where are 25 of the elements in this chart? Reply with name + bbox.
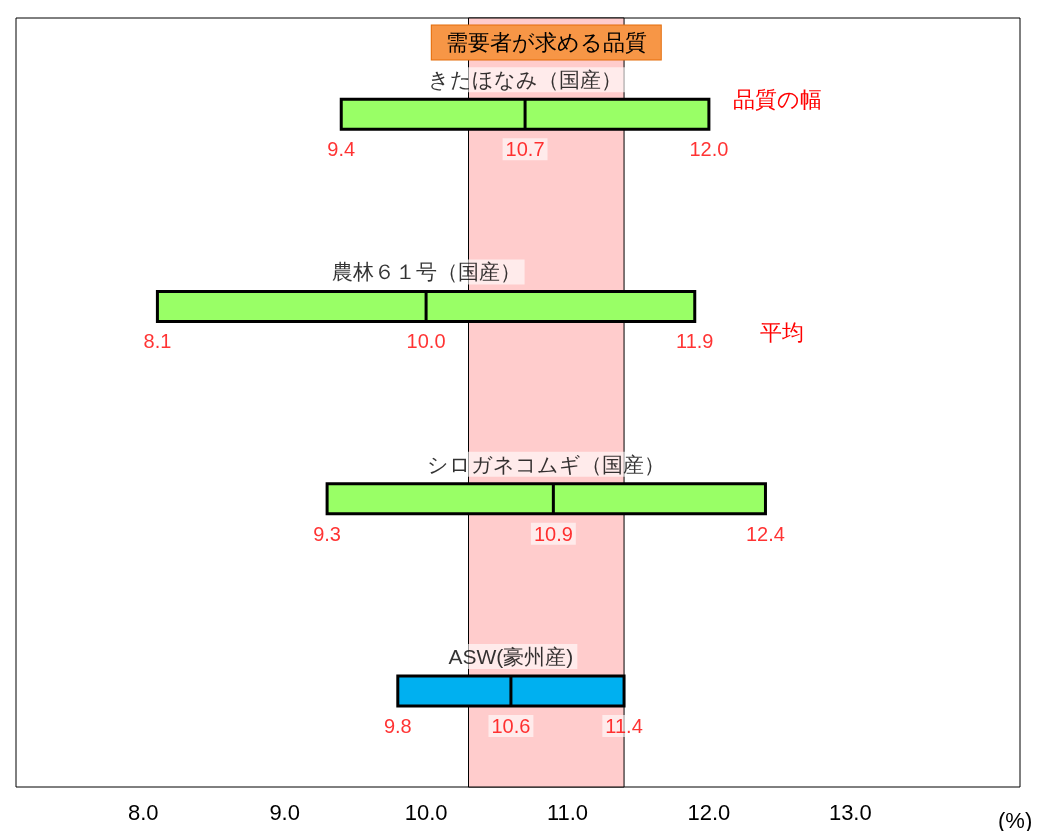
x-tick-label: 11.0 <box>546 799 589 825</box>
x-tick-label: 12.0 <box>687 799 731 825</box>
annotation: 11.9 <box>676 330 714 353</box>
y-tick-label: 農林６１号（国産） <box>331 260 521 284</box>
x-tick-label: 10.0 <box>404 799 448 825</box>
annotation: 10.7 <box>505 138 545 161</box>
y-tick-label: シロガネコムギ（国産） <box>427 452 666 476</box>
y-tick-label: きたほなみ（国産） <box>428 68 623 92</box>
x-tick-label: 9.0 <box>269 799 300 825</box>
annotation: 9.4 <box>327 138 356 161</box>
annotation: 9.8 <box>383 714 412 737</box>
annotation: 12.0 <box>689 138 729 161</box>
annotation: 12.4 <box>746 522 785 545</box>
annotation: 9.3 <box>313 522 341 545</box>
annotation: 10.6 <box>491 714 531 737</box>
x-tick-label: 8.0 <box>127 799 159 825</box>
annotation: 11.4 <box>605 714 643 737</box>
annotation: 8.1 <box>143 330 172 353</box>
band-label: 需要者が求める品質 <box>445 30 647 55</box>
annotation: 平均 <box>760 319 804 345</box>
annotation: 10.0 <box>406 330 446 353</box>
y-tick-label: ASW(豪州産) <box>448 644 574 668</box>
annotation: 品質の幅 <box>733 86 822 112</box>
x-tick-label: 13.0 <box>828 799 872 825</box>
annotation: 10.9 <box>533 522 573 545</box>
